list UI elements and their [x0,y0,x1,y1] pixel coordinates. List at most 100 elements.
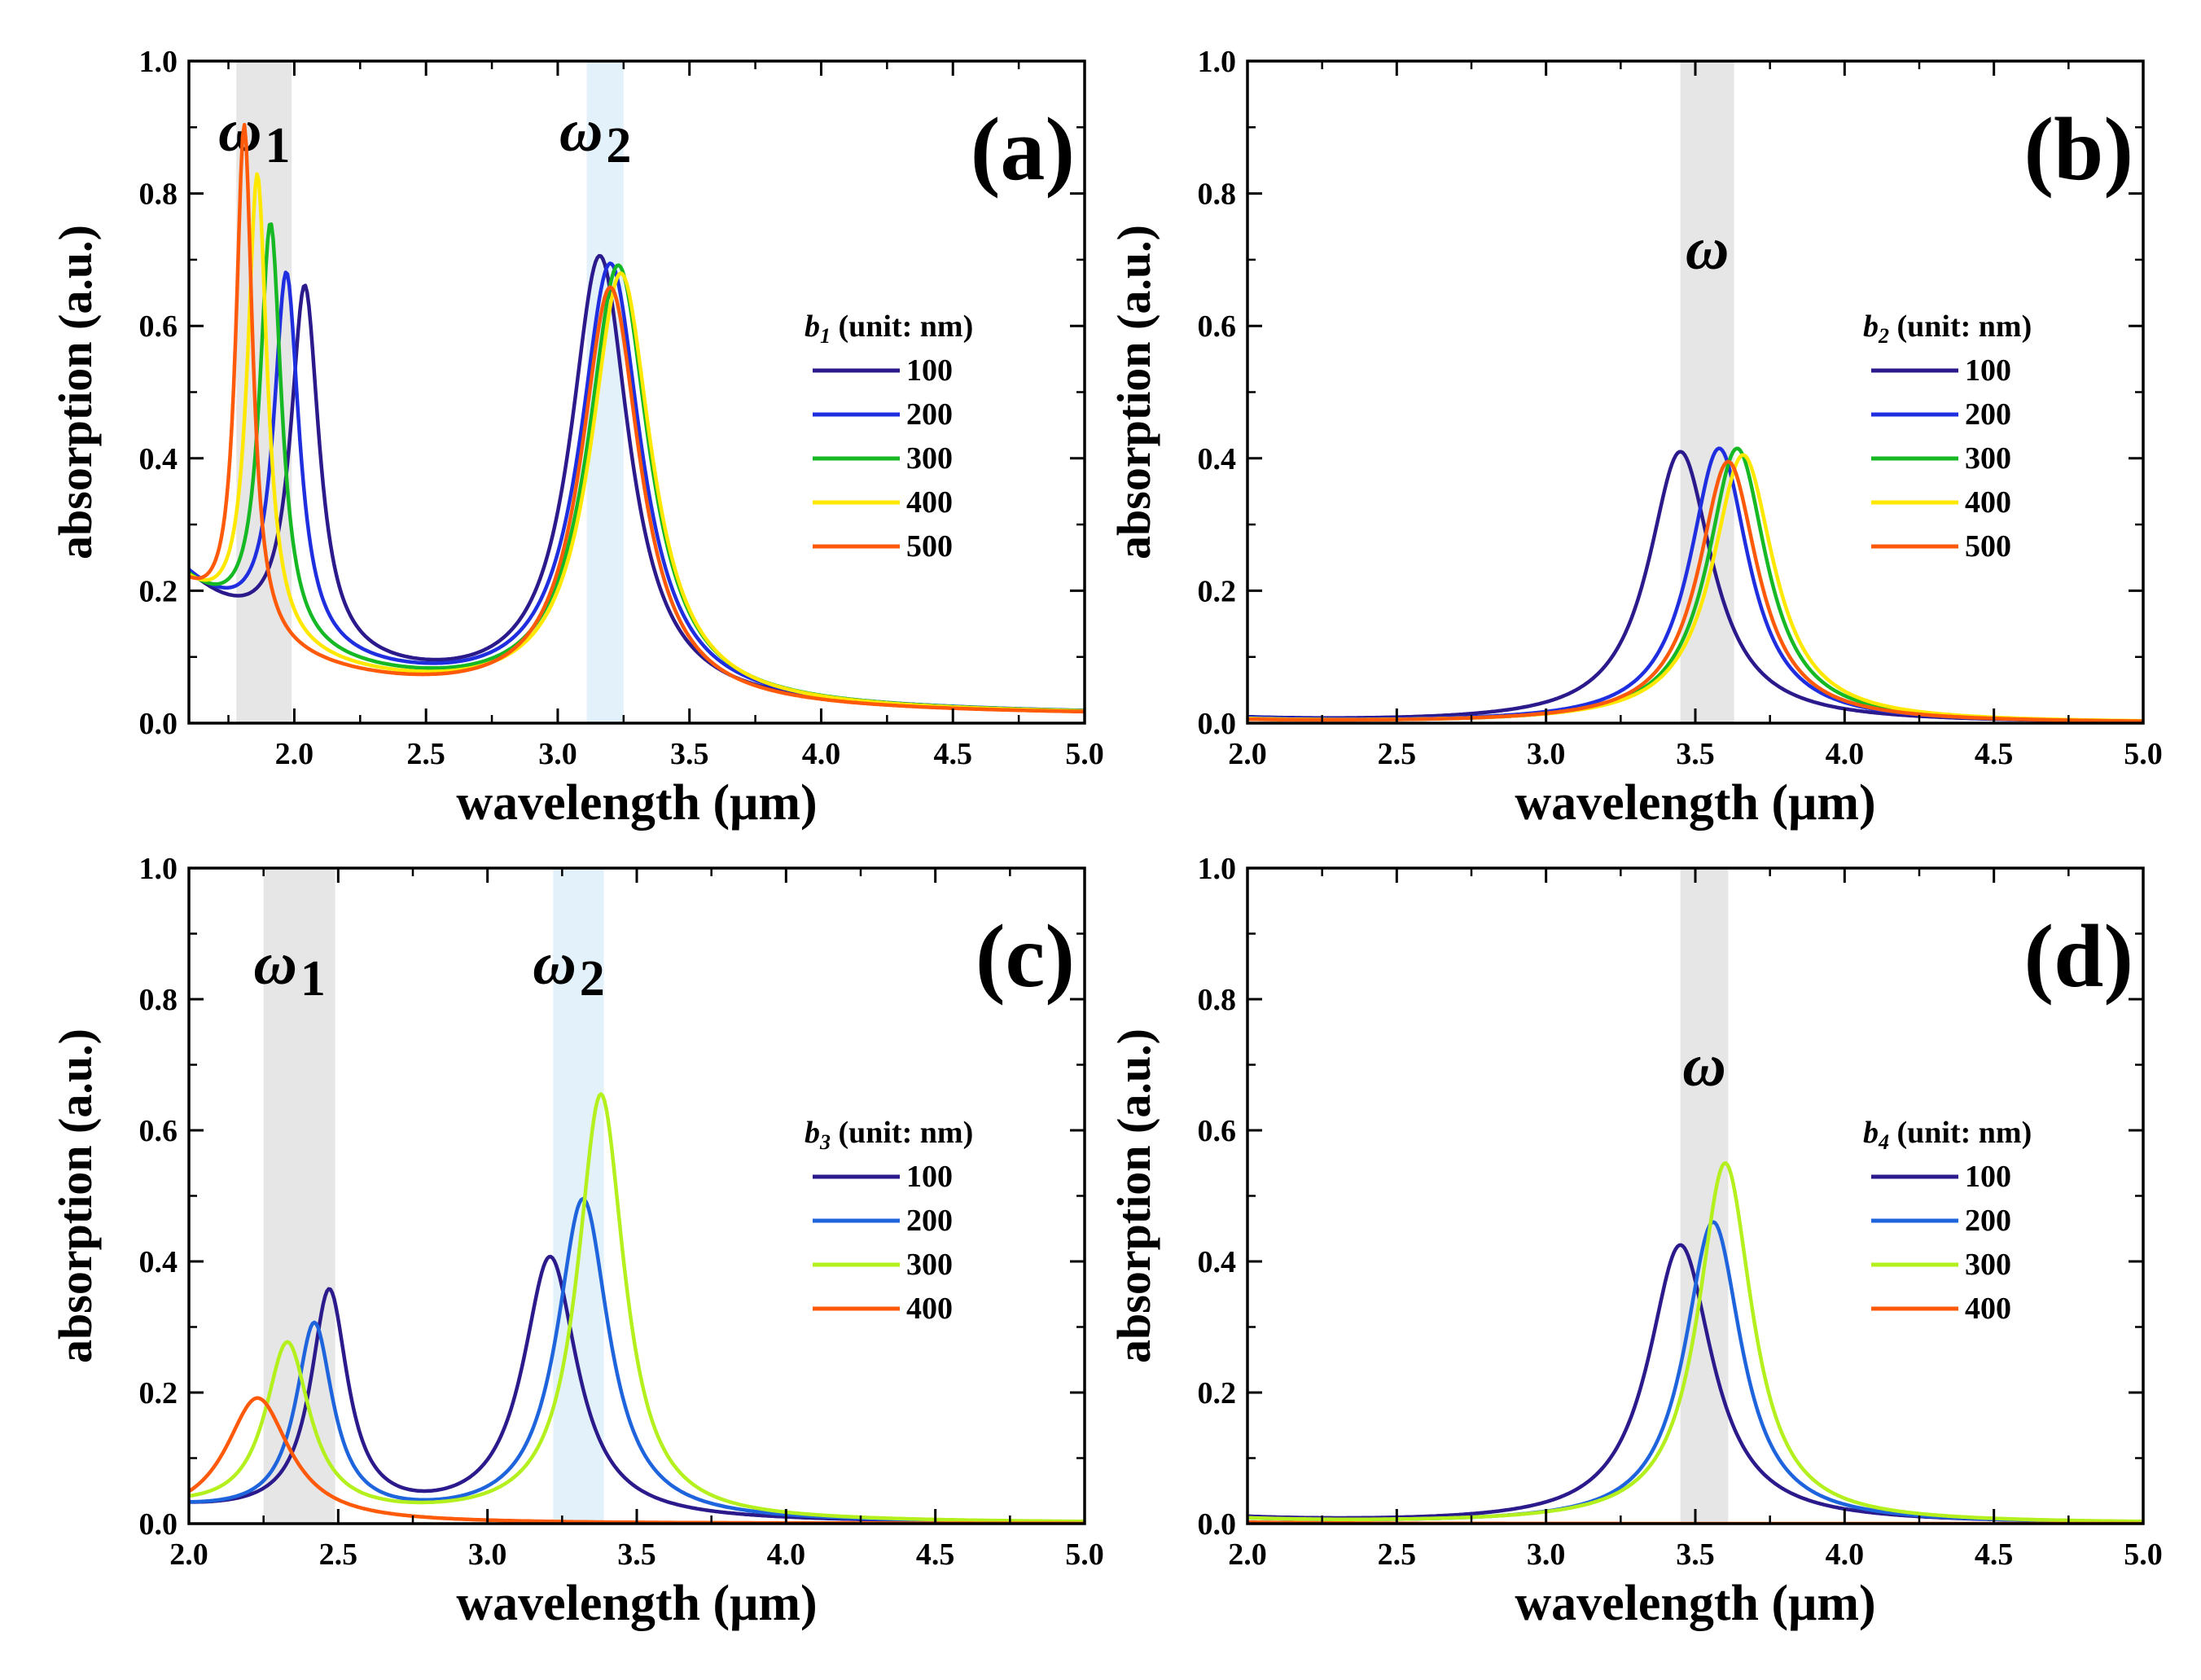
legend-entry-100: 100 [906,353,953,388]
y-axis-label: absorption (a.u.) [49,225,102,559]
y-tick-label: 0.6 [1198,309,1237,344]
series-line-500 [189,122,1085,714]
y-tick-label: 0.2 [1198,1376,1237,1410]
y-tick-label: 0.0 [139,707,178,741]
shaded-band [263,868,335,1524]
legend-entry-500: 500 [1965,529,2011,564]
x-tick-label: 3.5 [1676,737,1715,771]
band-label: ω1 [218,98,291,173]
band-label-subscript: 1 [300,951,326,1007]
legend-entry-400: 400 [1965,485,2011,520]
x-tick-label: 5.0 [2124,1537,2163,1572]
shaded-band [553,868,604,1524]
y-tick-label: 0.4 [1198,442,1237,476]
y-tick-label: 0.0 [139,1507,178,1542]
panel-label: (d) [2024,906,2133,1006]
y-axis-label: absorption (a.u.) [1107,225,1160,559]
x-tick-label: 2.0 [275,737,314,771]
panel-c: ω1 ω20.00.20.40.60.81.02.0 2.5 3.0 3.5 4.0 4.5… [49,852,1104,1631]
legend: b4 (unit: nm) 100 200 300 400 [1863,1116,2032,1326]
y-tick-label: 0.4 [139,442,178,476]
x-tick-label: 5.0 [2124,737,2163,771]
x-axis-label: wavelength (μm) [1515,775,1875,831]
y-tick-label: 0.2 [1198,574,1237,608]
legend-title-subscript: 1 [820,324,831,348]
x-axis-label: wavelength (μm) [456,1576,817,1631]
x-tick-label: 5.0 [1065,737,1104,771]
legend-title-symbol: b [1863,1116,1879,1150]
legend-title-text: (unit: nm) [831,1116,973,1150]
legend-entry-300: 300 [1965,441,2011,476]
legend-title-text: (unit: nm) [831,309,973,344]
legend-entry-300: 300 [1965,1248,2011,1282]
y-tick-label: 1.0 [139,45,178,79]
x-tick-label: 2.5 [1378,1537,1417,1572]
band-label: ω2 [559,98,632,173]
band-label-subscript: 1 [265,118,290,173]
y-axis-label: absorption (a.u.) [1107,1029,1160,1363]
y-tick-label: 0.8 [1198,983,1237,1017]
y-tick-label: 0.6 [139,1114,178,1148]
band-label-symbol: ω [218,98,262,164]
x-tick-label: 2.0 [1228,1537,1267,1572]
band-label-symbol: ω [533,931,577,998]
band-label: ω [1686,216,1730,283]
legend: b3 (unit: nm) 100 200 300 400 [805,1116,973,1326]
x-tick-label: 4.0 [1826,737,1865,771]
shaded-band [1680,61,1734,723]
band-label: ω1 [253,931,326,1007]
x-tick-label: 3.5 [617,1537,656,1572]
legend-title: b1 (unit: nm) [805,309,973,348]
legend-entry-400: 400 [906,485,953,520]
y-tick-label: 0.8 [1198,178,1237,212]
x-tick-label: 4.5 [933,737,972,771]
y-tick-label: 0.0 [1198,1507,1237,1542]
y-tick-label: 1.0 [1198,45,1237,79]
legend-title-text: (unit: nm) [1889,1116,2032,1150]
y-tick-label: 1.0 [139,852,178,886]
legend: b2 (unit: nm) 100 200 300 400 500 [1863,309,2032,564]
curves [189,122,1085,714]
panel-a: ω1 ω20.00.20.40.60.81.02.0 2.5 3.0 3.5 4.0 4.5… [49,45,1104,831]
panel-d: ω 0.0 0.2 0.4 0.6 0.8 1.0 2.0 2.5 3.0 3.5 4.0 4.5 5.0… [1107,852,2163,1631]
x-tick-label: 3.0 [538,737,577,771]
legend-title-symbol: b [805,1116,820,1150]
legend-entry-100: 100 [906,1160,953,1194]
x-tick-label: 5.0 [1065,1537,1104,1572]
legend-entry-200: 200 [1965,1204,2011,1238]
legend-entry-400: 400 [906,1292,953,1326]
band-label: ω [1682,1033,1726,1099]
x-tick-label: 2.0 [1228,737,1267,771]
legend-title-subscript: 2 [1878,324,1889,348]
x-tick-label: 3.0 [468,1537,507,1572]
x-tick-label: 2.5 [319,1537,358,1572]
y-tick-label: 0.6 [1198,1114,1237,1148]
legend-title: b2 (unit: nm) [1863,309,2032,348]
panel-label: (c) [976,906,1075,1006]
y-tick-label: 0.0 [1198,707,1237,741]
y-tick-label: 0.6 [139,309,178,344]
shaded-band [1680,868,1729,1524]
legend-entry-100: 100 [1965,353,2011,388]
y-tick-label: 0.8 [139,983,178,1017]
legend-title-subscript: 3 [819,1130,831,1154]
legend-entry-100: 100 [1965,1160,2011,1194]
x-tick-label: 4.0 [767,1537,806,1572]
y-tick-label: 0.8 [139,178,178,212]
band-label-subscript: 2 [606,118,631,173]
x-tick-label: 3.5 [1676,1537,1715,1572]
panel-label: (a) [971,99,1075,199]
plot-frame [187,59,1086,725]
band-label-symbol: ω [559,98,603,164]
legend-entry-200: 200 [906,397,953,432]
x-tick-label: 3.5 [670,737,709,771]
legend-entry-300: 300 [906,1248,953,1282]
band-label-symbol: ω [1686,216,1730,283]
legend-entry-500: 500 [906,529,953,564]
y-tick-label: 0.4 [1198,1245,1237,1279]
legend-title: b3 (unit: nm) [805,1116,973,1154]
x-tick-label: 2.5 [406,737,445,771]
band-label-symbol: ω [1682,1033,1726,1099]
legend: b1 (unit: nm) 100 200 300 400 500 [805,309,973,564]
panel-b: ω 0.0 0.2 0.4 0.6 0.8 1.0 2.0 2.5 3.0 3.5 4.0 4.5 5.0… [1107,45,2163,831]
